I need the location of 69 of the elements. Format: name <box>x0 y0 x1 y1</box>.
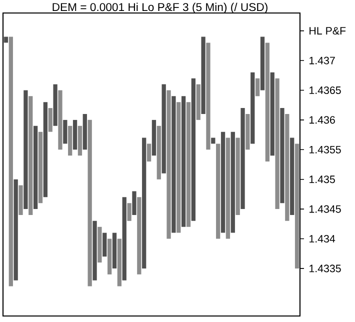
bar <box>88 120 92 286</box>
bar <box>58 90 62 150</box>
bar <box>142 138 146 268</box>
bar <box>102 232 107 257</box>
bar <box>43 102 48 198</box>
bar <box>240 108 245 210</box>
y-tick-label: 1.437 <box>310 56 335 64</box>
bar <box>186 102 191 227</box>
bar <box>206 42 210 150</box>
bar <box>38 132 43 204</box>
bar <box>68 126 72 156</box>
bar <box>127 203 132 221</box>
bar <box>14 179 18 280</box>
bar <box>191 78 196 221</box>
bar <box>236 138 240 215</box>
bar <box>8 36 13 286</box>
bar <box>246 114 250 150</box>
bar <box>63 120 68 144</box>
bar <box>122 197 126 280</box>
bar <box>92 220 97 280</box>
bar <box>196 84 200 120</box>
bar <box>260 36 265 90</box>
bar <box>112 232 117 268</box>
bar <box>181 96 186 227</box>
bar <box>53 84 58 126</box>
bar <box>172 96 176 233</box>
bar <box>48 108 52 132</box>
bar <box>290 138 294 215</box>
bar <box>211 138 216 144</box>
bar <box>117 238 122 286</box>
bar <box>250 72 255 144</box>
bar <box>107 238 112 274</box>
bar <box>220 132 226 233</box>
bar <box>275 78 280 210</box>
bar <box>166 90 171 239</box>
bar <box>280 108 284 204</box>
y-tick-label: 1.436 <box>310 116 335 124</box>
bar <box>98 226 102 263</box>
bar <box>255 78 260 96</box>
y-tick-label: 1.434 <box>310 234 336 243</box>
bar <box>152 120 156 156</box>
bar <box>146 144 152 162</box>
y-tick-label: HL P&F <box>310 27 346 35</box>
bar <box>201 36 206 114</box>
bar <box>230 132 235 233</box>
bar <box>270 72 274 156</box>
bar <box>78 126 82 156</box>
bar <box>156 126 161 180</box>
bar <box>294 144 300 268</box>
bar <box>216 144 220 239</box>
y-tick-label: 1.4335 <box>310 264 341 272</box>
bar <box>82 114 87 150</box>
bar <box>226 138 230 239</box>
bar <box>162 84 166 174</box>
bar <box>28 96 33 215</box>
y-tick-label: 1.4365 <box>310 86 341 94</box>
bar <box>285 114 290 221</box>
bar <box>265 42 270 162</box>
bar <box>18 185 23 215</box>
y-tick-label: 1.4355 <box>310 146 341 154</box>
y-tick-label: 1.4345 <box>310 205 341 213</box>
bar <box>132 191 136 215</box>
bar <box>24 90 28 210</box>
bar <box>33 126 38 210</box>
bar <box>4 36 8 43</box>
bar <box>137 197 142 274</box>
y-tick-label: 1.435 <box>310 176 335 184</box>
bar <box>72 120 78 150</box>
bar <box>176 102 181 233</box>
